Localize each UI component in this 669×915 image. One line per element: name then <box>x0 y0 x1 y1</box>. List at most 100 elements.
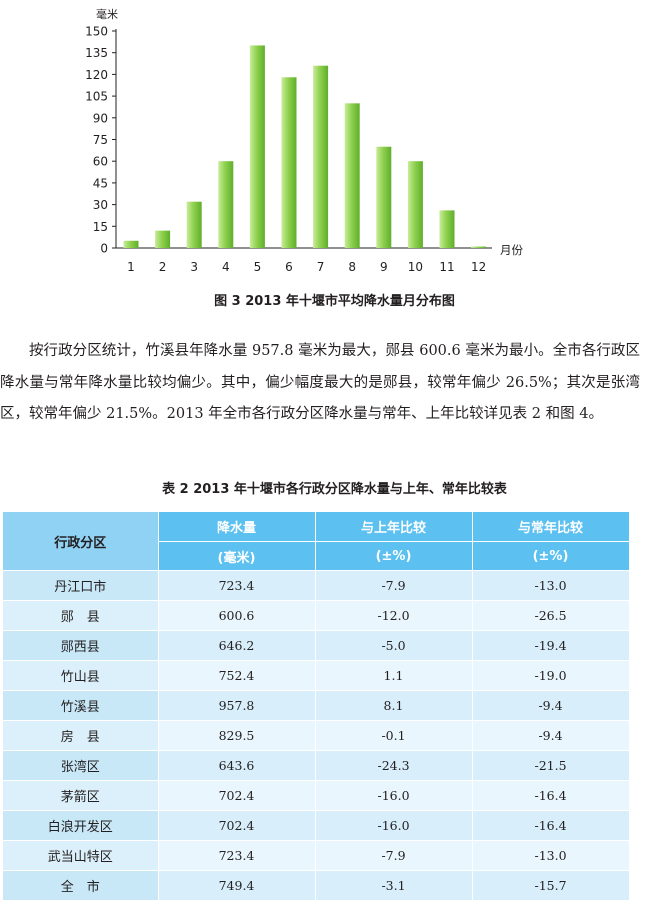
cell-normal: -16.4 <box>472 780 630 811</box>
x-tick-label: 9 <box>380 260 388 274</box>
y-tick-label: 90 <box>93 111 108 125</box>
chart-axes <box>112 29 492 249</box>
y-tick-label: 45 <box>93 176 108 190</box>
cell-rain: 723.4 <box>158 840 316 871</box>
bar-month-7 <box>313 65 329 248</box>
table-header-row: 行政分区 降水量 与上年比较 与常年比较 <box>3 512 630 571</box>
cell-normal: -9.4 <box>472 690 630 721</box>
header-last-year-unit: (±%) <box>315 541 473 571</box>
body-paragraph: 按行政分区统计，竹溪县年降水量 957.8 毫米为最大，郧县 600.6 毫米为… <box>0 343 640 422</box>
cell-rain: 723.4 <box>158 570 316 601</box>
x-tick-label: 4 <box>222 260 230 274</box>
x-axis-label: 月份 <box>500 243 523 257</box>
cell-last-year: -24.3 <box>315 750 473 781</box>
x-tick-label: 7 <box>317 260 325 274</box>
cell-region: 房 县 <box>3 720 159 751</box>
cell-normal: -26.5 <box>472 600 630 631</box>
cell-rain: 702.4 <box>158 810 316 841</box>
table-row: 竹山县 752.4 1.1 -19.0 <box>3 660 630 691</box>
bar-month-5 <box>249 45 265 248</box>
cell-normal: -19.0 <box>472 660 630 691</box>
x-tick-label: 6 <box>285 260 293 274</box>
table-row: 郧 县 600.6 -12.0 -26.5 <box>3 600 630 631</box>
cell-rain: 643.6 <box>158 750 316 781</box>
bar-month-2 <box>155 230 171 248</box>
cell-normal: -13.0 <box>472 570 630 601</box>
x-tick-label: 12 <box>471 260 486 274</box>
table-header-unit-row: (毫米) (±%) (±%) <box>3 541 630 571</box>
cell-region: 竹山县 <box>3 660 159 691</box>
y-tick-label: 0 <box>100 242 108 256</box>
cell-last-year: -0.1 <box>315 720 473 751</box>
table-caption: 表 2 2013 年十堰市各行政分区降水量与上年、常年比较表 <box>162 482 507 497</box>
table-row: 张湾区 643.6 -24.3 -21.5 <box>3 750 630 781</box>
y-tick-label: 120 <box>85 68 108 82</box>
cell-region: 郧 县 <box>3 600 159 631</box>
cell-last-year: -12.0 <box>315 600 473 631</box>
cell-last-year: -16.0 <box>315 780 473 811</box>
y-axis-label: 毫米 <box>96 7 118 21</box>
header-rain-unit: (毫米) <box>158 541 316 571</box>
header-last-year: 与上年比较 <box>315 512 473 542</box>
cell-normal: -15.7 <box>472 870 630 901</box>
cell-last-year: 1.1 <box>315 660 473 691</box>
x-tick-label: 3 <box>190 260 198 274</box>
cell-rain: 600.6 <box>158 600 316 631</box>
bar-month-1 <box>123 240 139 248</box>
cell-last-year: -5.0 <box>315 630 473 661</box>
chart-bars <box>123 45 487 248</box>
table-row: 丹江口市 723.4 -7.9 -13.0 <box>3 570 630 601</box>
y-tick-label: 150 <box>85 25 108 39</box>
cell-rain: 752.4 <box>158 660 316 691</box>
x-tick-label: 1 <box>127 260 135 274</box>
cell-normal: -19.4 <box>472 630 630 661</box>
x-tick-label: 11 <box>439 260 454 274</box>
x-tick-label: 2 <box>159 260 167 274</box>
bar-month-4 <box>218 161 234 248</box>
cell-region: 张湾区 <box>3 750 159 781</box>
y-tick-label: 60 <box>93 155 108 169</box>
figure-caption: 图 3 2013 年十堰市平均降水量月分布图 <box>214 294 455 309</box>
y-tick-label: 15 <box>93 220 108 234</box>
header-region: 行政分区 <box>3 512 159 571</box>
table-row: 茅箭区 702.4 -16.0 -16.4 <box>3 780 630 811</box>
cell-normal: -21.5 <box>472 750 630 781</box>
bar-month-10 <box>407 161 423 248</box>
table-row: 武当山特区 723.4 -7.9 -13.0 <box>3 840 630 871</box>
cell-rain: 749.4 <box>158 870 316 901</box>
x-tick-label: 10 <box>408 260 423 274</box>
rainfall-comparison-table: 行政分区 降水量 与上年比较 与常年比较 (毫米) (±%) (±%) 丹江口市… <box>3 512 630 901</box>
cell-rain: 829.5 <box>158 720 316 751</box>
cell-normal: -16.4 <box>472 810 630 841</box>
cell-rain: 702.4 <box>158 780 316 811</box>
header-normal-unit: (±%) <box>472 541 630 571</box>
y-tick-label: 135 <box>85 46 108 60</box>
cell-last-year: -7.9 <box>315 570 473 601</box>
table-row: 全 市 749.4 -3.1 -15.7 <box>3 870 630 901</box>
cell-last-year: -7.9 <box>315 840 473 871</box>
cell-region: 茅箭区 <box>3 780 159 811</box>
cell-region: 丹江口市 <box>3 570 159 601</box>
cell-region: 郧西县 <box>3 630 159 661</box>
header-normal: 与常年比较 <box>472 512 630 542</box>
y-tick-label: 75 <box>93 133 108 147</box>
bar-month-3 <box>186 201 202 248</box>
y-tick-label: 105 <box>85 90 108 104</box>
bar-month-8 <box>344 103 360 248</box>
cell-rain: 646.2 <box>158 630 316 661</box>
cell-region: 武当山特区 <box>3 840 159 871</box>
table-row: 郧西县 646.2 -5.0 -19.4 <box>3 630 630 661</box>
cell-rain: 957.8 <box>158 690 316 721</box>
x-tick-label: 5 <box>254 260 262 274</box>
cell-region: 全 市 <box>3 870 159 901</box>
header-rain: 降水量 <box>158 512 316 542</box>
table-row: 竹溪县 957.8 8.1 -9.4 <box>3 690 630 721</box>
cell-last-year: 8.1 <box>315 690 473 721</box>
bar-month-12 <box>471 246 487 248</box>
cell-last-year: -3.1 <box>315 870 473 901</box>
cell-region: 白浪开发区 <box>3 810 159 841</box>
bar-month-9 <box>376 146 392 248</box>
cell-normal: -13.0 <box>472 840 630 871</box>
